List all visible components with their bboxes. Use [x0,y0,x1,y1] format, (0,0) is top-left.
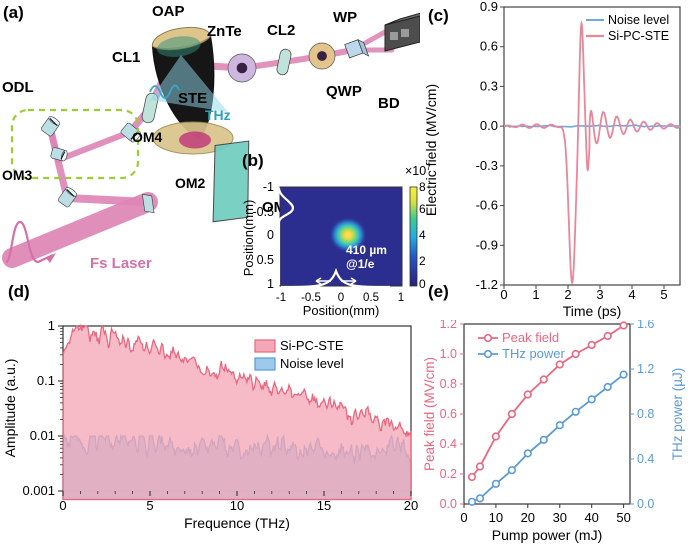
svg-text:THz power (µJ): THz power (µJ) [670,368,685,461]
svg-text:20: 20 [521,510,535,525]
svg-text:-0.6: -0.6 [476,198,498,213]
svg-text:10: 10 [230,498,244,513]
svg-text:4: 4 [628,287,635,302]
svg-text:THz power: THz power [502,346,566,361]
svg-text:CL2: CL2 [267,22,295,39]
svg-text:OAP: OAP [152,3,185,20]
svg-text:2: 2 [564,287,571,302]
svg-text:0.0: 0.0 [440,497,457,511]
svg-text:0.9: 0.9 [480,0,498,14]
svg-text:Noise level: Noise level [280,356,344,371]
svg-text:Frequence (THz): Frequence (THz) [184,515,290,531]
svg-text:0.6: 0.6 [440,407,457,421]
svg-text:OM4: OM4 [132,129,163,145]
svg-text:(a): (a) [3,3,24,22]
svg-text:CL1: CL1 [112,49,140,66]
svg-text:Noise level: Noise level [608,13,669,27]
svg-text:1.0: 1.0 [440,347,457,361]
svg-text:0.8: 0.8 [440,377,457,391]
svg-text:BD: BD [378,95,400,112]
svg-text:QWP: QWP [326,83,362,100]
svg-text:0: 0 [460,510,467,525]
svg-text:50: 50 [616,510,630,525]
svg-text:30: 30 [553,510,567,525]
svg-text:0.01: 0.01 [30,428,55,443]
svg-text:1: 1 [398,292,404,304]
svg-text:Position(mm): Position(mm) [241,200,256,277]
svg-text:Si-PC-STE: Si-PC-STE [608,29,669,43]
svg-text:Si-PC-STE: Si-PC-STE [280,338,344,353]
svg-text:0: 0 [59,498,66,513]
svg-text:Pump power (mJ): Pump power (mJ) [492,527,602,543]
svg-text:0.0: 0.0 [480,118,498,133]
svg-text:1.2: 1.2 [637,362,654,376]
svg-text:40: 40 [584,510,598,525]
svg-text:Amplitude (a.u.): Amplitude (a.u.) [2,359,18,458]
svg-text:Fs Laser: Fs Laser [90,255,152,272]
svg-text:1: 1 [48,318,55,333]
svg-text:0.0: 0.0 [637,497,654,511]
svg-text:0.8: 0.8 [637,407,654,421]
svg-text:Electric field (MV/cm): Electric field (MV/cm) [423,84,439,216]
svg-text:0.2: 0.2 [440,467,457,481]
svg-text:THz: THz [205,107,231,123]
svg-text:0.4: 0.4 [637,452,654,466]
svg-text:0: 0 [500,287,507,302]
svg-text:410 µm: 410 µm [346,243,387,257]
svg-text:1.2: 1.2 [440,320,457,331]
svg-text:STE: STE [178,90,207,107]
svg-text:Peak field: Peak field [502,330,559,345]
svg-text:-1: -1 [263,180,274,194]
svg-text:ODL: ODL [2,79,34,96]
svg-text:3: 3 [596,287,603,302]
svg-text:1: 1 [532,287,539,302]
svg-text:0: 0 [267,228,274,242]
svg-text:0.4: 0.4 [440,437,457,451]
svg-text:WP: WP [333,9,357,26]
svg-text:5: 5 [660,287,667,302]
svg-text:OM2: OM2 [175,175,206,191]
svg-text:Time (ps): Time (ps) [563,303,622,319]
svg-text:1: 1 [267,277,274,291]
svg-text:0.5: 0.5 [257,253,274,267]
svg-text:15: 15 [317,498,331,513]
svg-text:0.001: 0.001 [22,483,55,498]
svg-text:-0.9: -0.9 [476,237,498,252]
svg-text:ZnTe: ZnTe [207,23,242,40]
svg-text:0.1: 0.1 [37,373,55,388]
svg-text:1.6: 1.6 [637,320,654,331]
svg-text:-1.2: -1.2 [476,277,498,292]
svg-text:20: 20 [404,498,418,513]
svg-text:-0.3: -0.3 [476,158,498,173]
svg-text:OM3: OM3 [2,167,33,183]
svg-text:0.6: 0.6 [480,39,498,54]
svg-text:-1: -1 [276,292,286,304]
svg-text:5: 5 [146,498,153,513]
svg-text:@1/e: @1/e [346,257,375,271]
svg-text:10: 10 [489,510,503,525]
svg-text:0.3: 0.3 [480,78,498,93]
svg-text:Peak field (MV/cm): Peak field (MV/cm) [422,357,437,471]
